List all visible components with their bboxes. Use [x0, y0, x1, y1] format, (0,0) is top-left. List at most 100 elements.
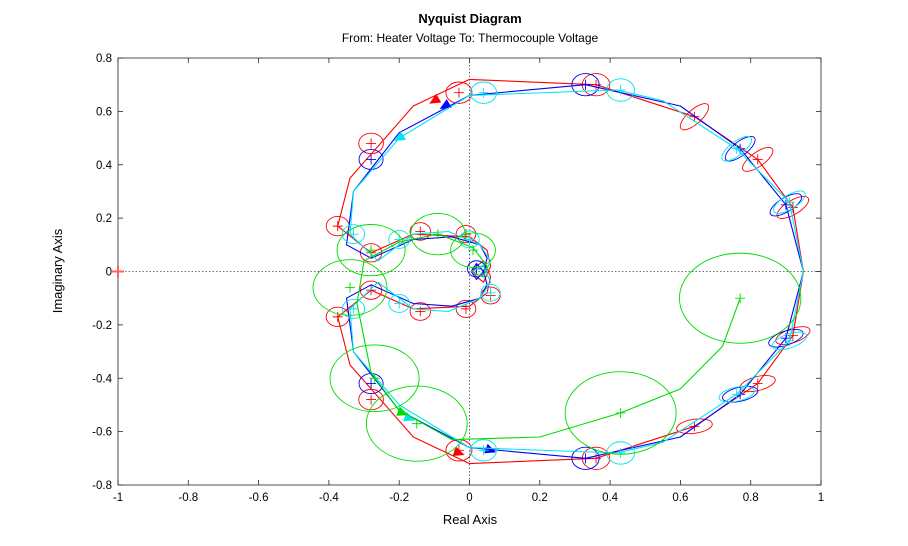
point-cross [460, 303, 471, 314]
point-cross [752, 154, 763, 165]
x-tick-label: 0 [466, 492, 472, 504]
y-tick-label: 0.4 [96, 160, 113, 172]
direction-arrow [394, 131, 407, 142]
uncertainty-ellipse [771, 331, 808, 351]
uncertainty-ellipse [455, 299, 477, 318]
point-cross [415, 226, 426, 237]
uncertainty-ellipse [718, 385, 755, 403]
point-cross [731, 389, 742, 400]
uncertainty-ellipse [409, 222, 431, 241]
point-cross [784, 197, 795, 208]
point-cross [366, 138, 377, 149]
point-cross [485, 287, 496, 298]
nyquist-curves [312, 73, 811, 470]
point-cross [731, 143, 742, 154]
uncertainty-ellipse [676, 418, 713, 435]
x-tick-label: -0.2 [389, 492, 409, 504]
point-cross [369, 373, 380, 384]
x-tick-label: 0.6 [672, 492, 688, 504]
x-tick-label: -0.8 [178, 492, 198, 504]
uncertainty-ellipse [445, 81, 473, 104]
x-tick-label: 1 [818, 492, 824, 504]
uncertainty-ellipse [678, 252, 802, 344]
point-cross [332, 221, 343, 232]
uncertainty-ellipse [388, 294, 411, 313]
x-tick-label: 0.4 [602, 492, 619, 504]
series-green [312, 213, 802, 462]
uncertainty-ellipse [341, 224, 366, 245]
uncertainty-ellipse [358, 132, 384, 155]
direction-arrow [396, 406, 409, 416]
chart-subtitle: From: Heater Voltage To: Thermocouple Vo… [342, 31, 599, 45]
point-cross [394, 298, 405, 309]
series-line-green [356, 233, 741, 441]
uncertainty-ellipse [470, 439, 498, 462]
x-tick-label: -0.6 [249, 492, 269, 504]
uncertainty-ellipse [679, 103, 710, 131]
point-cross [615, 407, 626, 418]
point-cross [432, 229, 443, 240]
uncertainty-ellipse [409, 302, 431, 321]
uncertainty-ellipse [742, 146, 774, 172]
point-cross [348, 303, 359, 314]
point-cross [366, 378, 377, 389]
direction-arrow [429, 93, 442, 104]
x-tick-label: -0.4 [319, 492, 339, 504]
uncertainty-ellipse [329, 344, 420, 413]
direction-arrow [452, 446, 465, 456]
x-tick-label: 0.2 [532, 492, 548, 504]
chart-title: Nyquist Diagram [418, 11, 521, 26]
y-tick-label: -0.2 [92, 320, 112, 332]
critical-point-cross [112, 265, 124, 278]
uncertainty-ellipse [773, 190, 806, 214]
point-cross [366, 394, 377, 405]
uncertainty-ellipse [606, 78, 635, 102]
point-cross [787, 202, 798, 213]
point-cross [615, 447, 626, 458]
uncertainty-ellipse [571, 446, 600, 470]
y-axis-ticks: -0.8 -0.6 -0.4 -0.2 0 0.2 0.4 0.6 0.8 [92, 53, 821, 492]
point-cross [464, 234, 475, 245]
uncertainty-ellipse [358, 148, 384, 170]
uncertainty-ellipse [470, 81, 498, 104]
uncertainty-ellipse [312, 259, 388, 316]
point-cross [784, 335, 795, 346]
point-cross [468, 245, 479, 256]
uncertainty-ellipse [358, 388, 384, 411]
point-cross [478, 87, 489, 98]
direction-arrow [439, 99, 452, 109]
uncertainty-ellipse [336, 224, 406, 277]
uncertainty-ellipse [722, 385, 759, 403]
point-cross [752, 378, 763, 389]
point-cross [580, 453, 591, 464]
point-cross [411, 418, 422, 429]
y-tick-label: -0.8 [92, 480, 112, 492]
uncertainty-ellipse [739, 375, 776, 393]
uncertainty-ellipse [564, 371, 677, 455]
y-tick-label: 0.6 [96, 106, 112, 118]
x-tick-label: -1 [113, 492, 123, 504]
point-cross [366, 285, 377, 296]
y-tick-label: -0.6 [92, 427, 112, 439]
point-cross [787, 330, 798, 341]
x-axis-ticks: -1 -0.8 -0.6 -0.4 -0.2 0 0.2 0.4 0.6 0.8 1 [113, 58, 824, 504]
point-cross [735, 293, 746, 304]
zero-lines [118, 58, 821, 485]
point-cross [615, 85, 626, 96]
point-cross [344, 282, 355, 293]
point-cross [580, 79, 591, 90]
x-axis-label: Real Axis [443, 512, 498, 527]
uncertainty-ellipse [450, 232, 496, 268]
uncertainty-ellipse [455, 225, 477, 244]
point-cross [366, 245, 377, 256]
point-cross [453, 87, 464, 98]
uncertainty-ellipse [365, 385, 468, 462]
y-tick-label: 0.2 [96, 213, 112, 225]
uncertainty-ellipse [459, 230, 480, 249]
y-tick-label: 0 [106, 267, 112, 279]
uncertainty-ellipse [480, 284, 501, 302]
y-axis-label: Imaginary Axis [50, 228, 65, 313]
point-cross [348, 229, 359, 240]
series-cyan [341, 78, 808, 465]
